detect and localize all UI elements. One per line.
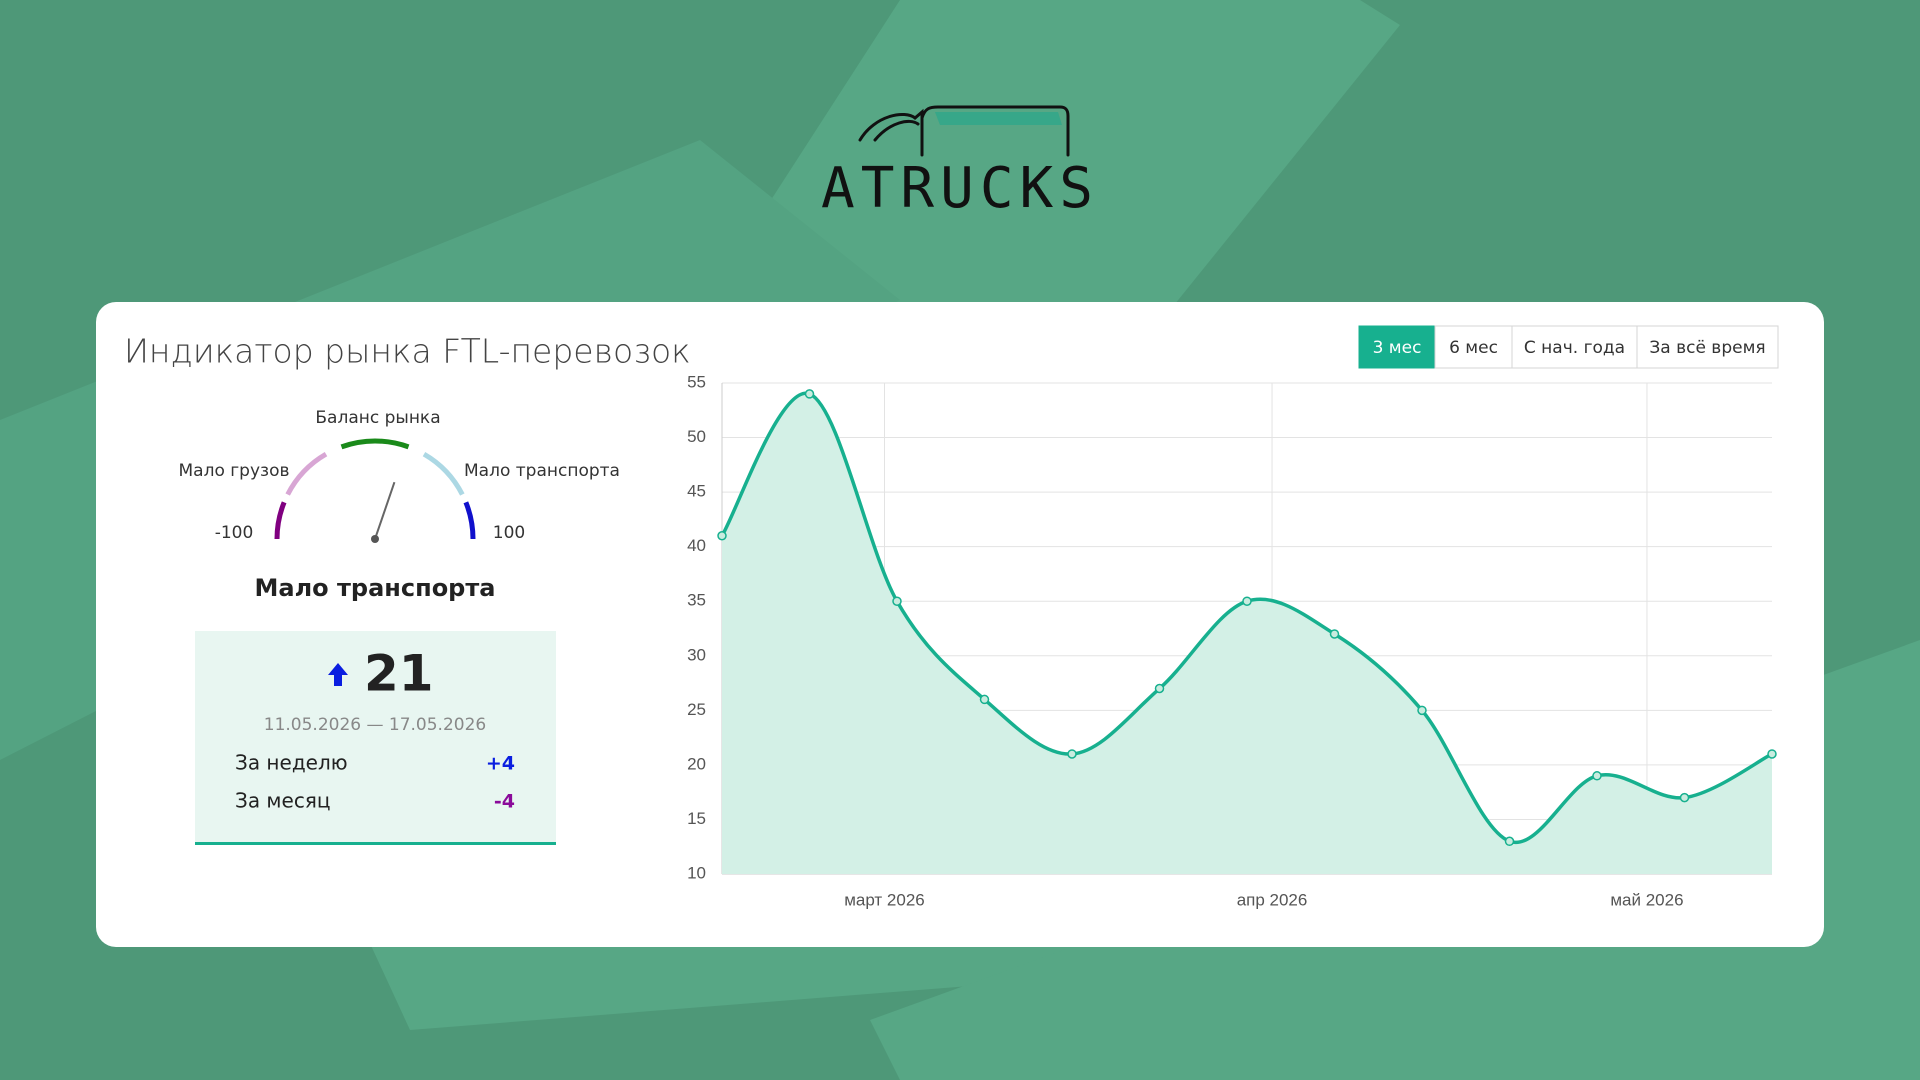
indicator-dates: 11.05.2026 — 17.05.2026 [264,715,486,735]
y-tick-label: 50 [687,427,706,446]
gauge-max: 100 [493,523,525,543]
point [717,531,727,541]
point [1417,705,1427,716]
point [1592,771,1602,781]
x-tick-label: апр 2026 [1237,890,1308,909]
row-change: +4 [486,753,515,775]
y-tick-label: 20 [687,754,706,773]
point [1504,836,1515,847]
logo: ATrucks [821,105,1099,221]
row-label: За месяц [235,789,330,813]
area [722,393,1772,874]
gauge-right-label: Мало транспорта [464,461,620,481]
point [1679,792,1690,803]
logo-truck [858,105,1070,157]
point [979,694,990,705]
period-button[interactable] [1434,325,1513,369]
chart: 10 15 20 25 30 35 40 45 50 55 март 2026 апр 2026 май… [687,372,1777,909]
y-tick-label: 40 [687,536,706,555]
y-tick-label: 55 [687,372,706,391]
y-tick-label: 15 [687,809,706,828]
gauge-status: Мало транспорта [255,574,496,602]
y-tick-label: 25 [687,700,706,719]
period-buttons: 3 мес 6 мес С нач. года За всё время [1358,325,1779,369]
line [720,391,1773,845]
gauge-segment [285,451,328,496]
logo-accent [935,112,1062,125]
period-button-label[interactable]: 3 мес [1373,338,1422,358]
stat-box-border [195,842,556,845]
logo-text: ATrucks [821,156,1099,221]
stat-box [195,631,556,845]
gauge-segment [463,501,476,540]
y-tick-label: 35 [687,591,706,610]
indicator-value: 21 [364,645,434,703]
period-button[interactable] [1511,325,1638,369]
gauge-left-label: Мало грузов [179,461,290,481]
period-button-label[interactable]: 6 мес [1449,338,1498,358]
gauge: Баланс рынка Мало грузов Мало транспорта… [179,408,620,602]
up-arrow-icon [328,663,348,686]
row-change: -4 [494,791,515,813]
gauge-hub [371,535,379,543]
point [804,389,815,399]
x-tick-label: март 2026 [844,890,925,909]
point [1329,629,1340,639]
y-tick-label: 30 [687,645,706,664]
point [1242,596,1252,606]
gauge-segment [274,501,287,540]
period-button[interactable] [1636,325,1779,369]
point [1767,749,1777,759]
row-label: За неделю [235,751,348,775]
period-button-label[interactable]: С нач. года [1524,338,1625,358]
period-button[interactable] [1358,325,1436,369]
gauge-min: -100 [215,523,254,543]
gauge-segment [422,451,465,496]
card-title: Индикатор рынка FTL-перевозок [124,332,691,371]
gauge-segment [340,438,410,450]
point [1154,683,1165,694]
x-tick-label: май 2026 [1610,890,1683,909]
period-button-label[interactable]: За всё время [1649,338,1765,358]
y-tick-label: 10 [687,863,706,882]
gauge-title: Баланс рынка [315,408,440,428]
gauge-needle [374,481,396,540]
y-tick-label: 45 [687,482,706,501]
point [1067,749,1077,759]
point [892,596,902,606]
